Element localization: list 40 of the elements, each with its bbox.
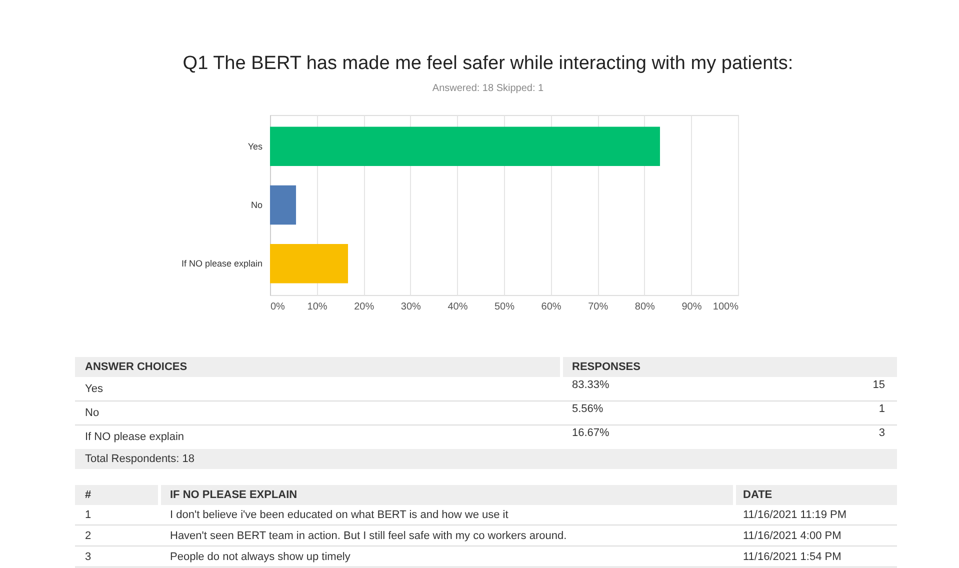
text: 3 — [85, 551, 92, 563]
y-tick-label: Yes — [248, 141, 263, 152]
text: 11/16/2021 1:54 PM — [743, 551, 842, 563]
text: RESPONSES — [572, 361, 640, 373]
text: Haven't seen BERT team in action. But I still feel safe with my co workers around. — [170, 530, 567, 542]
text: 15 — [872, 379, 885, 391]
x-tick-label: 50% — [494, 302, 515, 312]
text: 2 — [85, 530, 92, 542]
y-tick-label: No — [250, 200, 262, 210]
y-tick-label: If NO please explain — [181, 258, 262, 269]
text: 1 — [85, 509, 92, 521]
chart-title: Q1 The BERT has made me feel safer while interacting with my patients: — [182, 53, 794, 74]
text: 1 — [878, 403, 885, 415]
category-label: If NO please explain — [85, 431, 184, 443]
text: 83.33% — [572, 379, 610, 391]
text: 11/16/2021 11:19 PM — [743, 509, 847, 521]
x-tick-label: 70% — [588, 302, 608, 312]
text: I don't believe i've been educated on what BERT is and how we use it — [170, 509, 508, 521]
category-label: No — [85, 407, 100, 419]
text: IF NO PLEASE EXPLAIN — [170, 489, 298, 501]
x-tick-label: 0% — [270, 302, 286, 312]
text: People do not always show up timely — [170, 551, 351, 563]
text: ANSWER CHOICES — [85, 361, 188, 373]
category-label: Yes — [85, 383, 103, 395]
x-tick-label: 30% — [400, 302, 422, 312]
text: 16.67% — [572, 427, 610, 439]
text: Total Respondents: 18 — [85, 453, 194, 465]
text: # — [85, 489, 92, 501]
text: 5.56% — [572, 403, 604, 415]
text: DATE — [743, 489, 772, 501]
text: 3 — [878, 427, 885, 439]
x-tick-label: 100% — [712, 302, 739, 312]
x-tick-label: 40% — [448, 302, 468, 312]
x-tick-label: 20% — [354, 302, 374, 312]
x-tick-label: 80% — [634, 302, 656, 312]
x-tick-label: 90% — [682, 302, 702, 312]
chart-subtitle: Answered: 18 Skipped: 1 — [432, 83, 544, 94]
x-tick-label: 60% — [541, 302, 562, 312]
text: 11/16/2021 4:00 PM — [743, 530, 842, 542]
x-tick-label: 10% — [307, 302, 328, 312]
